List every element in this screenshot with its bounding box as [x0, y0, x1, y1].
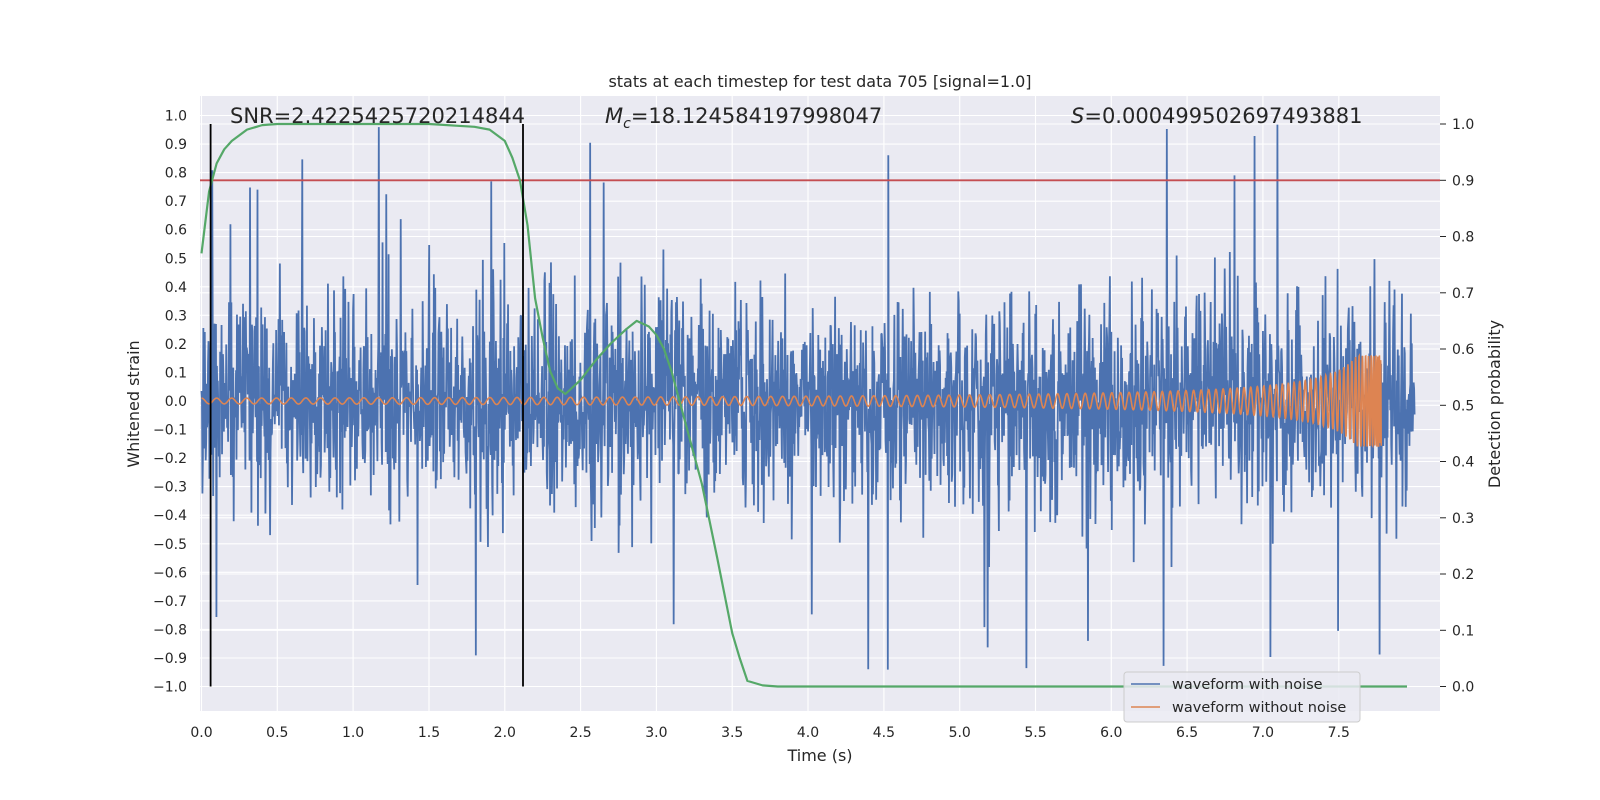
x-tick-label: 5.0 — [949, 725, 971, 741]
x-axis-ticks: 0.0 0.5 1.0 1.5 2.0 2.5 3.0 3.5 4.0 4.5 5.0 5.5 6.0 6… — [190, 725, 1350, 741]
y-right-tick-label: 1.0 — [1452, 117, 1474, 133]
legend: waveform with noise waveform without noi… — [1123, 671, 1361, 723]
y-left-tick-label: 0.8 — [165, 166, 187, 182]
y-left-tick-label: 0.0 — [165, 394, 187, 410]
x-tick-label: 3.0 — [645, 725, 667, 741]
y-right-axis-ticks: 1.0 0.9 0.8 0.7 0.6 0.5 0.4 0.3 0.2 0.1 0.0 — [1440, 117, 1474, 696]
y-left-tick-label: 0.7 — [165, 194, 187, 210]
mc-annotation: Mc=18.124584197998047 — [605, 104, 882, 132]
y-right-tick-label: 0.3 — [1452, 511, 1474, 527]
x-axis-label: Time (s) — [786, 746, 852, 765]
x-tick-label: 1.0 — [342, 725, 364, 741]
y-right-tick-label: 0.0 — [1452, 680, 1474, 696]
x-tick-label: 7.5 — [1328, 725, 1350, 741]
x-tick-label: 6.0 — [1100, 725, 1122, 741]
y-left-tick-label: 0.5 — [165, 251, 187, 267]
s-annotation: S=0.000499502697493881 — [1071, 104, 1362, 128]
y-left-tick-label: −0.3 — [153, 480, 187, 496]
y-left-axis-label: Whitened strain — [124, 340, 143, 467]
y-left-tick-label: −0.6 — [153, 565, 187, 581]
x-tick-label: 4.0 — [797, 725, 819, 741]
y-left-tick-label: 0.6 — [165, 223, 187, 239]
x-tick-label: 5.5 — [1024, 725, 1046, 741]
y-left-tick-label: −1.0 — [153, 680, 187, 696]
x-tick-label: 1.5 — [418, 725, 440, 741]
s-value: =0.000499502697493881 — [1084, 104, 1362, 128]
series-waveform-with-noise — [200, 124, 1416, 670]
legend-label-noise: waveform with noise — [1172, 677, 1323, 693]
x-tick-label: 6.5 — [1176, 725, 1198, 741]
mc-symbol: M — [605, 104, 623, 128]
y-left-tick-label: −0.1 — [153, 423, 187, 439]
y-right-tick-label: 0.5 — [1452, 398, 1474, 414]
x-tick-label: 2.0 — [494, 725, 516, 741]
probability-line — [200, 122, 1407, 688]
y-left-tick-label: −0.4 — [153, 508, 187, 524]
y-left-tick-label: −0.9 — [153, 651, 187, 667]
x-tick-label: 2.5 — [569, 725, 591, 741]
y-right-tick-label: 0.8 — [1452, 230, 1474, 246]
y-left-axis-ticks: 1.0 0.9 0.8 0.7 0.6 0.5 0.4 0.3 0.2 0.1 0.0 −0.1 −0.… — [153, 109, 187, 696]
y-left-tick-label: 0.9 — [165, 137, 187, 153]
y-left-tick-label: 0.4 — [165, 280, 187, 296]
y-left-tick-label: −0.8 — [153, 622, 187, 638]
y-left-tick-label: 0.2 — [165, 337, 187, 353]
snr-annotation: SNR=2.4225425720214844 — [230, 104, 525, 128]
series-detection-probability — [200, 122, 1407, 688]
clean-waveform-line — [201, 353, 1383, 449]
x-tick-label: 0.0 — [190, 725, 212, 741]
y-right-axis-label: Detection probability — [1485, 320, 1504, 488]
y-right-tick-label: 0.2 — [1452, 567, 1474, 583]
x-tick-label: 3.5 — [721, 725, 743, 741]
x-tick-label: 4.5 — [873, 725, 895, 741]
legend-box — [1123, 671, 1361, 723]
noise-waveform-line — [200, 124, 1416, 670]
y-right-tick-label: 0.9 — [1452, 173, 1474, 189]
x-tick-label: 7.0 — [1252, 725, 1274, 741]
y-left-tick-label: 0.3 — [165, 308, 187, 324]
mc-subscript: c — [623, 116, 631, 132]
vertical-markers — [209, 124, 524, 687]
y-left-tick-label: −0.2 — [153, 451, 187, 467]
y-left-tick-label: 1.0 — [165, 109, 187, 125]
legend-label-clean: waveform without noise — [1172, 700, 1346, 716]
x-tick-label: 0.5 — [266, 725, 288, 741]
s-symbol: S — [1071, 104, 1084, 128]
y-left-tick-label: −0.5 — [153, 537, 187, 553]
y-right-tick-label: 0.1 — [1452, 623, 1474, 639]
mc-value: =18.124584197998047 — [631, 104, 882, 128]
y-left-tick-label: −0.7 — [153, 594, 187, 610]
y-right-tick-label: 0.6 — [1452, 342, 1474, 358]
y-right-tick-label: 0.7 — [1452, 286, 1474, 302]
y-left-tick-label: 0.1 — [165, 365, 187, 381]
series-waveform-without-noise — [201, 353, 1383, 449]
y-right-tick-label: 0.4 — [1452, 455, 1474, 471]
chart-title: stats at each timestep for test data 705… — [608, 72, 1031, 91]
